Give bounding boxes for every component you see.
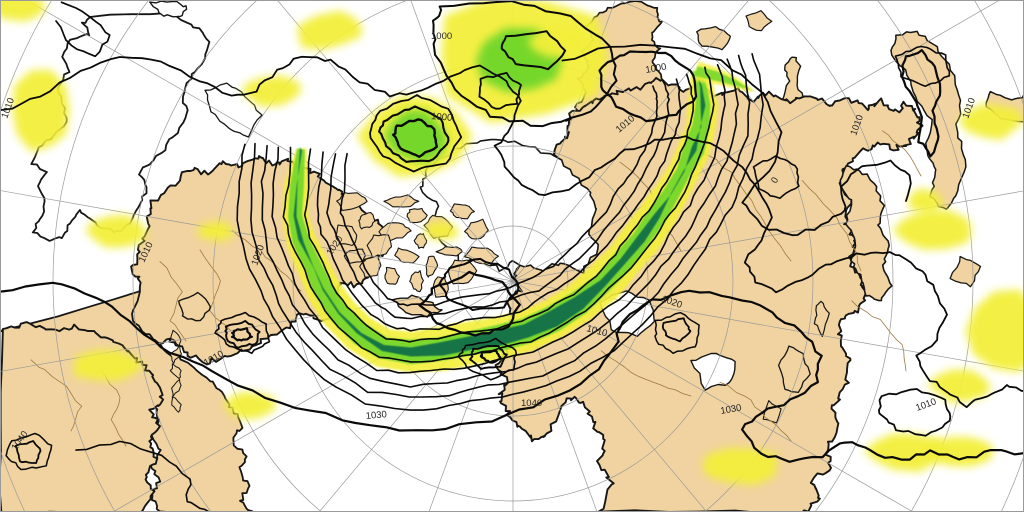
svg-text:1040: 1040 (521, 398, 542, 409)
svg-text:1030: 1030 (365, 409, 387, 422)
svg-text:1000: 1000 (431, 111, 453, 124)
svg-text:1000: 1000 (431, 31, 452, 42)
